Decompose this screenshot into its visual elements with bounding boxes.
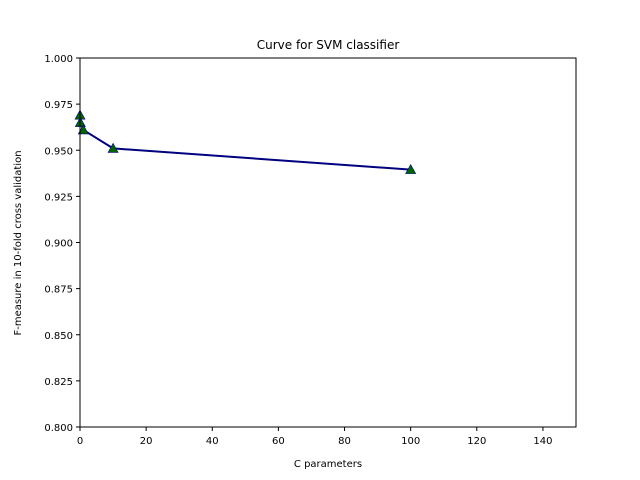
chart-title: Curve for SVM classifier bbox=[257, 38, 400, 52]
x-axis: 0 20 40 60 80 100 120 140 bbox=[77, 427, 552, 447]
data-point bbox=[405, 164, 417, 174]
data-point bbox=[107, 142, 119, 153]
y-axis: 0.800 0.825 0.850 0.875 0.900 0.925 0.950 0.975… bbox=[44, 54, 80, 434]
y-axis-label: F-measure in 10-fold cross validation bbox=[13, 150, 24, 335]
y-tick-label: 0.950 bbox=[44, 146, 73, 157]
plot-frame bbox=[79, 57, 577, 428]
x-tick-label: 40 bbox=[206, 436, 219, 447]
x-tick-label: 20 bbox=[140, 436, 153, 447]
y-tick-label: 0.875 bbox=[44, 285, 73, 296]
series-line bbox=[79, 115, 411, 171]
y-tick-label: 0.925 bbox=[44, 192, 73, 203]
x-tick-label: 80 bbox=[338, 436, 351, 447]
plot-area bbox=[74, 57, 577, 428]
x-axis-label: C parameters bbox=[294, 459, 362, 470]
x-tick-label: 0 bbox=[77, 436, 83, 447]
x-tick-label: 140 bbox=[533, 436, 552, 447]
x-tick-label: 120 bbox=[467, 436, 486, 447]
y-tick-label: 1.000 bbox=[44, 54, 73, 65]
y-tick-label: 0.850 bbox=[44, 331, 73, 342]
x-tick-label: 60 bbox=[272, 436, 285, 447]
y-tick-label: 0.975 bbox=[44, 100, 73, 111]
data-point bbox=[77, 124, 89, 135]
y-tick-label: 0.900 bbox=[44, 239, 73, 250]
y-tick-label: 0.800 bbox=[44, 423, 73, 434]
y-tick-label: 0.825 bbox=[44, 377, 73, 388]
x-tick-label: 100 bbox=[401, 436, 420, 447]
